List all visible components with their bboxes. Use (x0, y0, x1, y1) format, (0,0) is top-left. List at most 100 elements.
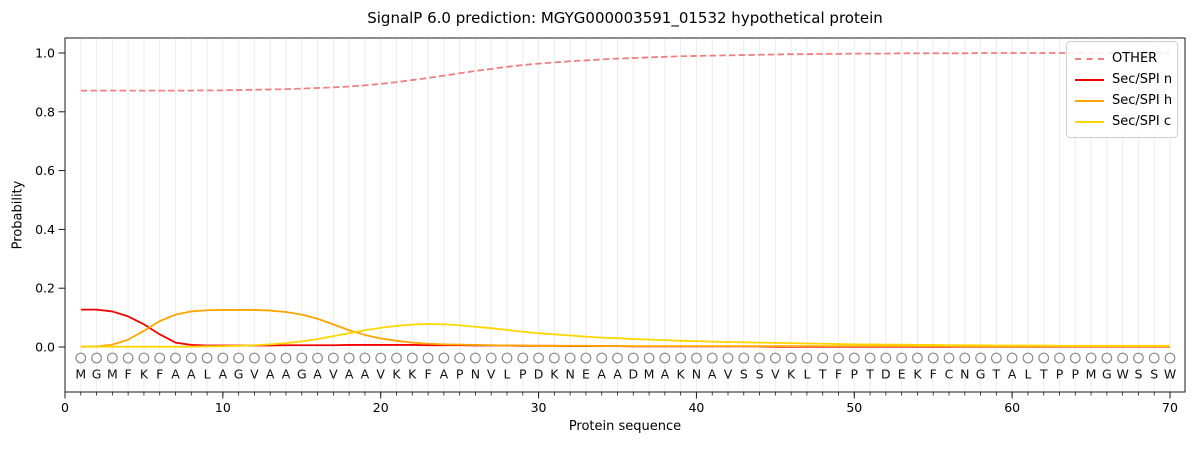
svg-text:G: G (976, 367, 986, 382)
svg-text:K: K (913, 367, 922, 382)
svg-text:K: K (550, 367, 559, 382)
svg-text:W: W (1116, 367, 1128, 382)
svg-text:W: W (1164, 367, 1176, 382)
svg-text:P: P (456, 367, 464, 382)
legend: OTHER Sec/SPI n Sec/SPI h Sec/SPI c (1066, 41, 1178, 138)
svg-text:A: A (282, 367, 291, 382)
svg-text:M: M (644, 367, 655, 382)
svg-text:P: P (1072, 367, 1080, 382)
svg-text:A: A (708, 367, 717, 382)
svg-text:K: K (392, 367, 401, 382)
x-axis-label: Protein sequence (568, 419, 682, 434)
svg-text:T: T (1039, 367, 1048, 382)
svg-text:F: F (424, 367, 431, 382)
svg-text:V: V (487, 367, 496, 382)
svg-text:T: T (818, 367, 827, 382)
svg-text:M: M (107, 367, 118, 382)
svg-text:D: D (881, 367, 891, 382)
svg-text:A: A (440, 367, 449, 382)
x-tick-label: 50 (846, 400, 862, 415)
legend-item-sec-spi-h: Sec/SPI h (1075, 90, 1177, 111)
svg-text:V: V (250, 367, 259, 382)
svg-text:M: M (75, 367, 86, 382)
y-axis-ticks: 0.0 0.2 0.4 0.6 0.8 1.0 (35, 46, 65, 355)
svg-text:P: P (1056, 367, 1064, 382)
svg-text:V: V (724, 367, 733, 382)
svg-text:S: S (1150, 367, 1158, 382)
y-tick-label: 0.0 (35, 340, 55, 355)
y-tick-label: 0.6 (35, 163, 55, 178)
svg-text:F: F (156, 367, 163, 382)
x-minor-ticks (80, 392, 1171, 396)
svg-text:L: L (803, 367, 810, 382)
svg-text:A: A (171, 367, 180, 382)
svg-text:C: C (945, 367, 954, 382)
gridlines (80, 39, 1171, 391)
svg-text:T: T (865, 367, 874, 382)
svg-text:A: A (661, 367, 670, 382)
svg-text:L: L (204, 367, 211, 382)
svg-text:T: T (992, 367, 1001, 382)
svg-text:L: L (1024, 367, 1031, 382)
svg-text:K: K (140, 367, 149, 382)
svg-text:A: A (313, 367, 322, 382)
legend-label-sec-spi-n: Sec/SPI n (1112, 72, 1173, 87)
curve-sec-spi-n (80, 308, 1170, 348)
svg-text:G: G (1102, 367, 1112, 382)
residue-circles (75, 352, 1176, 364)
chart-title: SignalP 6.0 prediction: MGYG000003591_01… (367, 9, 883, 27)
legend-swatch-sec-spi-c-line (1075, 120, 1104, 123)
y-axis-label: Probability (10, 180, 26, 250)
y-tick-label: 1.0 (35, 46, 55, 61)
svg-text:V: V (376, 367, 385, 382)
svg-text:N: N (692, 367, 701, 382)
svg-text:L: L (504, 367, 511, 382)
legend-item-sec-spi-c: Sec/SPI c (1075, 111, 1177, 132)
svg-text:A: A (187, 367, 196, 382)
curve-sec-spi-h (80, 309, 1170, 348)
svg-text:N: N (471, 367, 480, 382)
svg-text:P: P (851, 367, 859, 382)
svg-text:K: K (787, 367, 796, 382)
curve-sec-spi-c (80, 323, 1170, 348)
svg-text:A: A (597, 367, 606, 382)
x-axis-ticks: 0 10 20 30 40 50 60 70 (61, 392, 1178, 415)
svg-text:S: S (756, 367, 764, 382)
legend-label-sec-spi-h: Sec/SPI h (1112, 93, 1173, 108)
svg-text:G: G (297, 367, 307, 382)
svg-text:M: M (1086, 367, 1097, 382)
svg-text:P: P (519, 367, 527, 382)
x-tick-label: 60 (1004, 400, 1020, 415)
axes-box (64, 37, 1186, 393)
y-tick-label: 0.8 (35, 104, 55, 119)
x-tick-label: 70 (1162, 400, 1178, 415)
svg-text:A: A (1008, 367, 1017, 382)
svg-text:A: A (613, 367, 622, 382)
x-tick-label: 20 (373, 400, 389, 415)
svg-text:D: D (628, 367, 638, 382)
svg-text:F: F (930, 367, 937, 382)
svg-text:G: G (92, 367, 102, 382)
legend-swatch-other-dashed-line (1075, 57, 1104, 60)
x-tick-label: 30 (531, 400, 547, 415)
x-tick-label: 10 (215, 400, 231, 415)
svg-text:S: S (740, 367, 748, 382)
svg-text:F: F (125, 367, 132, 382)
svg-text:N: N (960, 367, 969, 382)
svg-text:D: D (534, 367, 544, 382)
x-tick-label: 0 (61, 400, 69, 415)
legend-swatch-sec-spi-h-line (1075, 99, 1104, 102)
svg-text:A: A (361, 367, 370, 382)
svg-text:A: A (219, 367, 228, 382)
curve-other (80, 52, 1170, 92)
svg-text:V: V (771, 367, 780, 382)
svg-text:E: E (898, 367, 906, 382)
svg-text:F: F (835, 367, 842, 382)
x-tick-label: 40 (688, 400, 704, 415)
svg-text:V: V (329, 367, 338, 382)
svg-text:K: K (408, 367, 417, 382)
y-tick-label: 0.2 (35, 281, 55, 296)
